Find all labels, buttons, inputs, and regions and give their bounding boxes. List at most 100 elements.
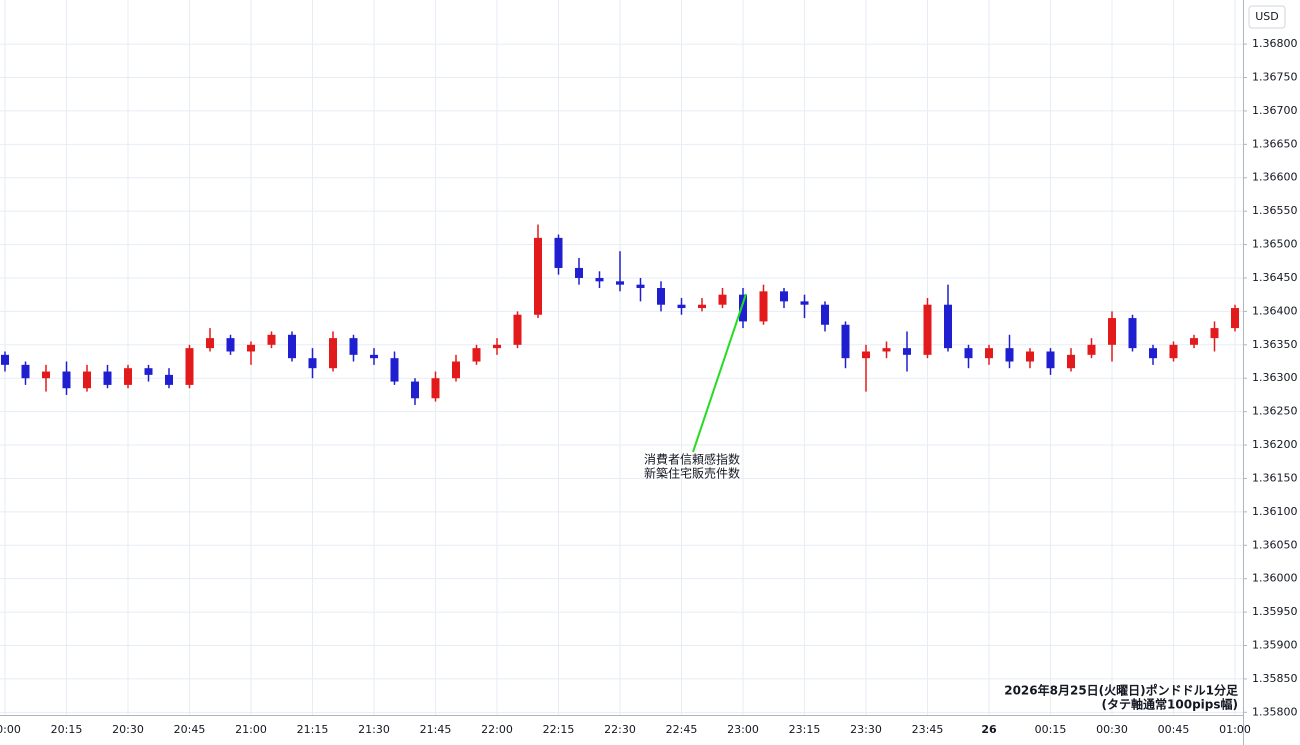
candle-body [1087,344,1096,355]
y-tick-label: 1.36050 [1252,538,1298,551]
candle-body [759,291,768,322]
candle-body [124,368,132,385]
candle-body [42,371,50,379]
x-tick-label: 22:15 [543,723,575,736]
candle-body [493,344,501,349]
candle-body [513,314,522,345]
candle-body [677,304,686,309]
currency-box [1248,5,1286,29]
x-tick-label: 00:30 [1096,723,1128,736]
candle-body [1231,308,1239,329]
y-tick-label: 1.36400 [1252,304,1298,317]
candle-body [903,348,911,355]
candle-body [800,301,809,305]
candle-body [739,294,747,322]
y-tick-label: 1.36350 [1252,338,1298,351]
candle-body [534,237,542,315]
candle-body [370,354,378,359]
candle-body [985,348,993,359]
candle-body [1190,338,1198,345]
candle-body [1067,354,1075,369]
candle-body [1169,344,1178,359]
candle-body [308,358,317,369]
x-tick-label: 26 [981,723,997,736]
y-tick-label: 1.36700 [1252,104,1298,117]
y-tick-label: 1.36800 [1252,37,1298,50]
y-tick-label: 1.36600 [1252,171,1298,184]
candle-body [62,371,71,389]
candle-body [780,291,788,302]
candle-body [288,334,296,359]
candle-body [923,304,932,355]
candle-body [21,364,30,379]
candle-body [267,334,276,345]
y-tick-label: 1.36450 [1252,271,1298,284]
y-tick-label: 1.36550 [1252,204,1298,217]
candle-body [1128,318,1137,349]
y-tick-label: 1.36200 [1252,438,1298,451]
candle-body [1210,328,1219,339]
y-tick-label: 1.36650 [1252,137,1298,150]
y-tick-label: 1.36000 [1252,572,1298,585]
candle-body [1108,318,1116,345]
candle-body [698,304,706,309]
candle-body [882,348,891,352]
y-tick-label: 1.36150 [1252,471,1298,484]
x-tick-label: 20:15 [51,723,83,736]
x-tick-label: 21:45 [420,723,452,736]
candle-body [390,358,399,382]
x-tick-label: 22:30 [604,723,636,736]
plot-area [0,0,1243,715]
candle-body [83,371,91,389]
y-tick-label: 1.36100 [1252,505,1298,518]
candle-body [185,348,194,385]
y-tick-label: 1.36500 [1252,238,1298,251]
x-tick-label: 00:15 [1035,723,1067,736]
x-tick-label: 01:00 [1219,723,1251,736]
candle-body [103,371,112,385]
candle-body [862,351,870,359]
x-tick-label: 23:30 [850,723,882,736]
chart-note: 2026年8月25日(火曜日)ポンドドル1分足 [1004,683,1238,698]
x-tick-label: 22:45 [666,723,698,736]
candle-body [595,277,604,282]
candle-body [165,374,173,385]
candle-body [472,348,481,362]
chart-note: (タテ軸通常100pips幅) [1102,697,1238,712]
annotation-text: 新築住宅販売件数 [644,466,740,481]
candle-body [1046,351,1055,369]
candle-body [247,344,255,352]
candle-body [636,284,645,289]
candle-body [411,381,419,399]
x-tick-label: 21:15 [297,723,329,736]
candle-body [349,338,358,355]
x-tick-label: 23:45 [912,723,944,736]
currency-label: USD [1255,10,1279,23]
candle-body [1005,348,1014,362]
candle-body [964,348,973,359]
candle-body [657,288,665,305]
y-tick-label: 1.35900 [1252,639,1298,652]
candle-body [226,338,235,352]
candle-body [1,354,9,365]
candle-body [431,378,440,399]
candle-body [1026,351,1034,362]
candle-body [554,237,563,268]
x-tick-label: 23:00 [727,723,759,736]
annotation-line [692,293,747,453]
candle-body [1149,348,1157,359]
y-tick-label: 1.36250 [1252,405,1298,418]
annotation-text: 消費者信頼感指数 [644,452,740,467]
x-tick-label: 20:45 [174,723,206,736]
x-tick-label: 00:45 [1158,723,1190,736]
y-tick-label: 1.35950 [1252,605,1298,618]
x-tick-label: 22:00 [481,723,513,736]
candle-body [206,338,214,349]
y-tick-label: 1.36750 [1252,71,1298,84]
candle-body [329,338,337,369]
x-tick-label: 21:30 [358,723,390,736]
candle-body [718,294,727,305]
x-tick-label: 23:15 [789,723,821,736]
